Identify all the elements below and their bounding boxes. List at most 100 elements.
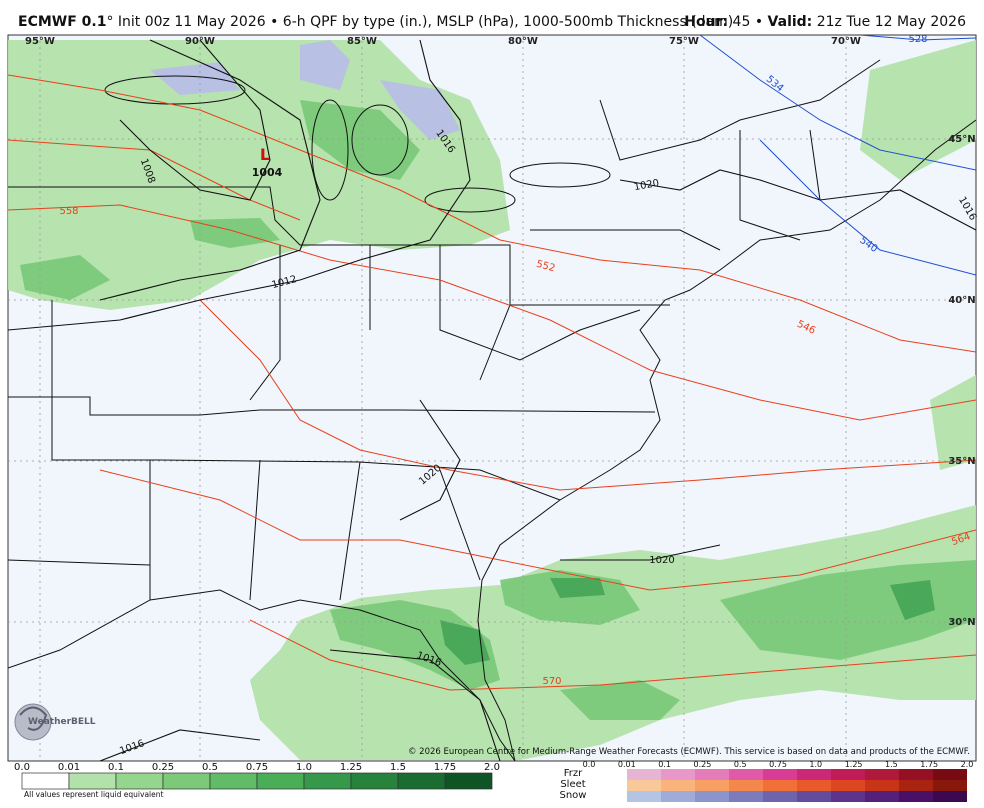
boundary (249, 245, 281, 401)
precip-type-scale-label: 0.01 (618, 760, 636, 769)
thickness-label: 552 (535, 259, 556, 275)
precip-type-color-box (831, 780, 865, 791)
precip-type-scale-label: 0.0 (583, 760, 596, 769)
lake (351, 104, 409, 176)
isobar (99, 39, 321, 301)
qpf-scale-label: 0.0 (14, 762, 30, 773)
precip-type-color-box (763, 791, 797, 802)
map-layers (8, 35, 976, 761)
longitude-label: 95°W (25, 36, 55, 47)
precip-type-color-box (661, 769, 695, 780)
low-pressure: 1004 (252, 166, 283, 179)
qpf-scale-label: 1.75 (434, 762, 456, 773)
precip-type-color-box (695, 769, 729, 780)
latitude-label: 30°N (948, 617, 975, 628)
precip-type-scale-label: 0.1 (658, 760, 671, 769)
precip-area (550, 578, 605, 598)
product-description: ° Init 00z 11 May 2026 • 6-h QPF by type… (106, 14, 733, 30)
boundary (599, 59, 881, 161)
boundary (249, 459, 261, 601)
isobar (119, 39, 271, 201)
qpf-scale-label: 0.01 (58, 762, 80, 773)
precip-type-color-box (627, 780, 661, 791)
qpf-scale-label: 0.5 (202, 762, 218, 773)
qpf-color-box (397, 772, 446, 790)
boundary (739, 130, 801, 241)
qpf-color-box (115, 772, 164, 790)
precip-type-color-box (865, 791, 899, 802)
qpf-color-box (303, 772, 352, 790)
isobar-label: 1020 (649, 555, 674, 566)
longitude-label: 80°W (508, 36, 538, 47)
precip-type-scale-label: 1.25 (845, 760, 863, 769)
thickness-contour (8, 74, 976, 353)
logo-text: WeatherBELL (28, 717, 96, 727)
precip-type-color-box (695, 791, 729, 802)
map: 95°W 90°W 85°W 80°W 75°W 70°W 45°N 40°N 35°N 30°N… (7, 34, 978, 762)
lake (104, 75, 246, 105)
boundary (8, 186, 670, 306)
thickness-contour (99, 469, 976, 591)
precip-type-color-box (661, 780, 695, 791)
header-valid: Hour: 45 • Valid: 21z Tue 12 May 2026 (684, 14, 966, 30)
thickness-contour (8, 204, 976, 421)
hour-value: 45 (733, 14, 751, 30)
precip-area (190, 218, 280, 248)
boundary (439, 245, 641, 361)
header-title: ECMWF 0.1° Init 00z 11 May 2026 • 6-h QP… (18, 14, 733, 30)
longitude-label: 75°W (669, 36, 699, 47)
precip-type-color-box (729, 780, 763, 791)
precip-area (440, 620, 490, 665)
lake (509, 162, 611, 188)
precip-type-color-box (797, 791, 831, 802)
isobar (619, 169, 976, 231)
valid-label: Valid: (768, 14, 813, 30)
boundary (439, 469, 481, 581)
precip-type-color-box (797, 769, 831, 780)
lake (424, 187, 516, 213)
longitude-label: 70°W (831, 36, 861, 47)
separator: • (755, 14, 763, 30)
isobar (399, 399, 461, 521)
copyright: © 2026 European Centre for Medium-Range … (408, 747, 970, 757)
precip-type-color-box (627, 791, 661, 802)
logo-swirl (14, 703, 52, 741)
boundary (477, 119, 976, 761)
precip-type-color-box (729, 769, 763, 780)
qpf-scale-label: 2.0 (484, 762, 500, 773)
isobar (8, 39, 471, 331)
precip-type-scale-label: 1.0 (809, 760, 822, 769)
precip-type-scale-label: 1.5 (885, 760, 898, 769)
thickness-contour (759, 139, 976, 276)
thickness-contour (249, 619, 976, 691)
precip-area (930, 375, 976, 470)
precip-type-scale-label: 0.25 (693, 760, 711, 769)
precip-type-scale-label: 1.75 (920, 760, 938, 769)
qpf-scale-label: 1.0 (296, 762, 312, 773)
isobar (560, 544, 721, 561)
precip-type-scale-label: 0.5 (734, 760, 747, 769)
precip-type-color-box (831, 769, 865, 780)
qpf-color-box (256, 772, 305, 790)
low-symbol: L (260, 145, 270, 164)
precip-type-label: Sleet (560, 779, 585, 790)
hour-label: Hour: (684, 14, 728, 30)
thickness-contour (699, 35, 976, 171)
thickness-contour (859, 35, 976, 41)
precip-type-color-box (899, 769, 933, 780)
precip-type-color-box (763, 780, 797, 791)
precip-area (500, 570, 640, 625)
qpf-color-box (209, 772, 258, 790)
thickness-contour (8, 139, 301, 221)
legend: 0.0 0.01 0.1 0.25 0.5 0.75 1.0 1.25 1.5 1.75 2.0 Al… (14, 760, 973, 802)
precip-type-color-box (899, 791, 933, 802)
precip-type-color-box (933, 769, 967, 780)
precip-type-color-box (933, 780, 967, 791)
precip-type-color-box (763, 769, 797, 780)
precip-type-color-box (831, 791, 865, 802)
isobar (99, 729, 261, 761)
precip-area (300, 40, 350, 90)
thickness-label: 528 (908, 34, 927, 45)
boundary (479, 304, 511, 381)
